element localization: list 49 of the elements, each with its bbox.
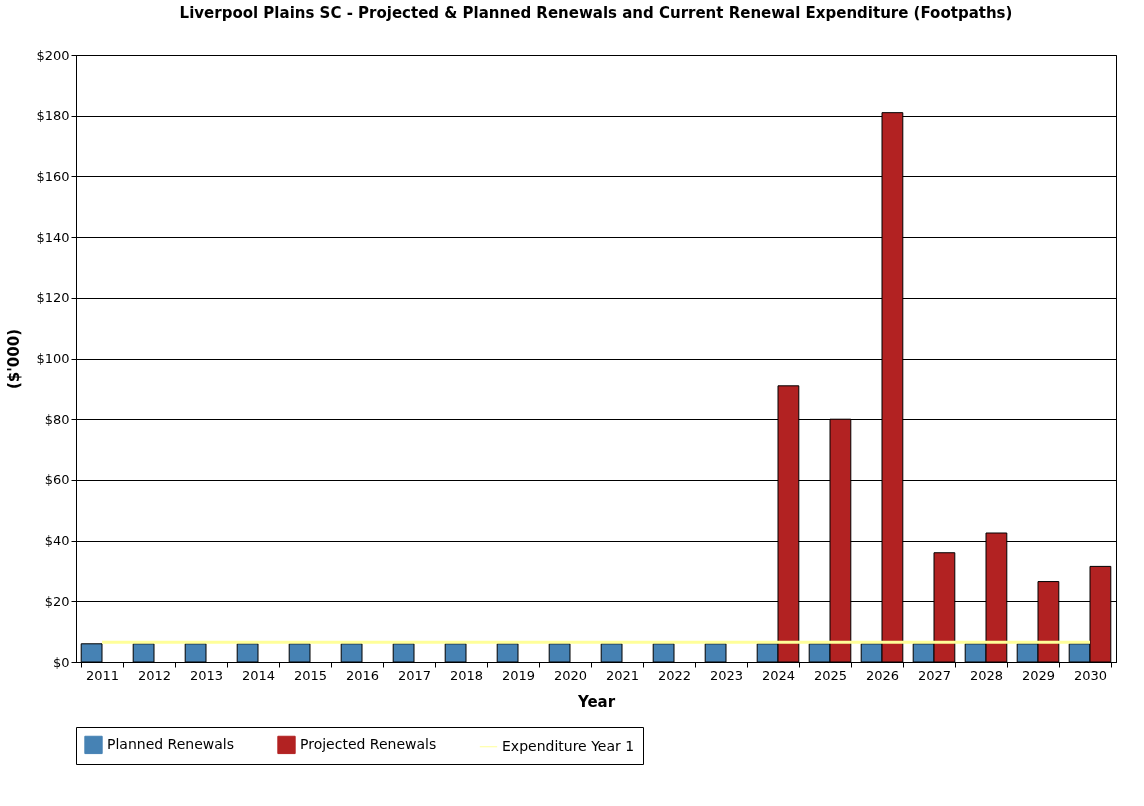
y-axis-title: ($'000)	[5, 328, 24, 390]
legend-label: Expenditure Year 1	[502, 737, 635, 754]
x-tick-label: 2030	[1073, 667, 1108, 683]
x-axis-title: Year	[576, 692, 616, 711]
y-tick-label: $60	[44, 472, 70, 488]
y-tick-label: $100	[36, 351, 70, 366]
y-tick-label: $180	[36, 108, 70, 124]
bar	[132, 643, 155, 663]
y-tick-label: $120	[36, 290, 70, 306]
x-tick-label: 2022	[657, 667, 692, 683]
x-tick-label: 2013	[189, 667, 224, 683]
bar	[548, 643, 571, 663]
bar	[652, 643, 675, 663]
x-tick-label: 2011	[85, 667, 120, 683]
legend-label: Projected Renewals	[300, 735, 437, 752]
x-tick-label: 2021	[605, 667, 640, 683]
x-tick-label: 2014	[241, 667, 276, 683]
x-tick-label: 2026	[865, 667, 900, 683]
y-tick-label: $20	[44, 593, 70, 609]
x-tick-label: 2020	[553, 667, 588, 683]
bar	[444, 643, 467, 663]
y-tick-label: $140	[36, 229, 70, 245]
y-tick-label: $0	[52, 654, 70, 670]
bar	[184, 643, 207, 663]
x-tick-label: 2018	[449, 667, 484, 683]
legend-label: Planned Renewals	[107, 735, 235, 752]
chart-title: Liverpool Plains SC - Projected & Planned Renewals and Current Renewal Expenditure (Footpaths)	[179, 4, 1013, 22]
y-tick-label: $160	[36, 168, 70, 184]
bar	[600, 643, 623, 663]
x-tick-label: 2017	[397, 667, 432, 683]
x-tick-label: 2027	[917, 667, 952, 683]
bar	[340, 643, 363, 663]
bar	[704, 643, 727, 663]
y-tick-label: $200	[36, 47, 70, 63]
y-tick-label: $40	[44, 533, 70, 549]
x-tick-label: 2016	[345, 667, 380, 683]
y-tick-label: $80	[44, 411, 70, 427]
x-tick-label: 2019	[501, 667, 536, 683]
bar	[392, 643, 415, 663]
bar	[288, 643, 311, 663]
bar	[496, 643, 519, 663]
bar	[236, 643, 259, 663]
x-tick-label: 2028	[969, 667, 1004, 683]
x-tick-label: 2015	[293, 667, 328, 683]
x-tick-label: 2025	[813, 667, 848, 683]
x-tick-label: 2029	[1021, 667, 1056, 683]
x-tick-label: 2024	[761, 667, 796, 683]
x-tick-label: 2023	[709, 667, 744, 683]
x-tick-label: 2012	[137, 667, 172, 683]
